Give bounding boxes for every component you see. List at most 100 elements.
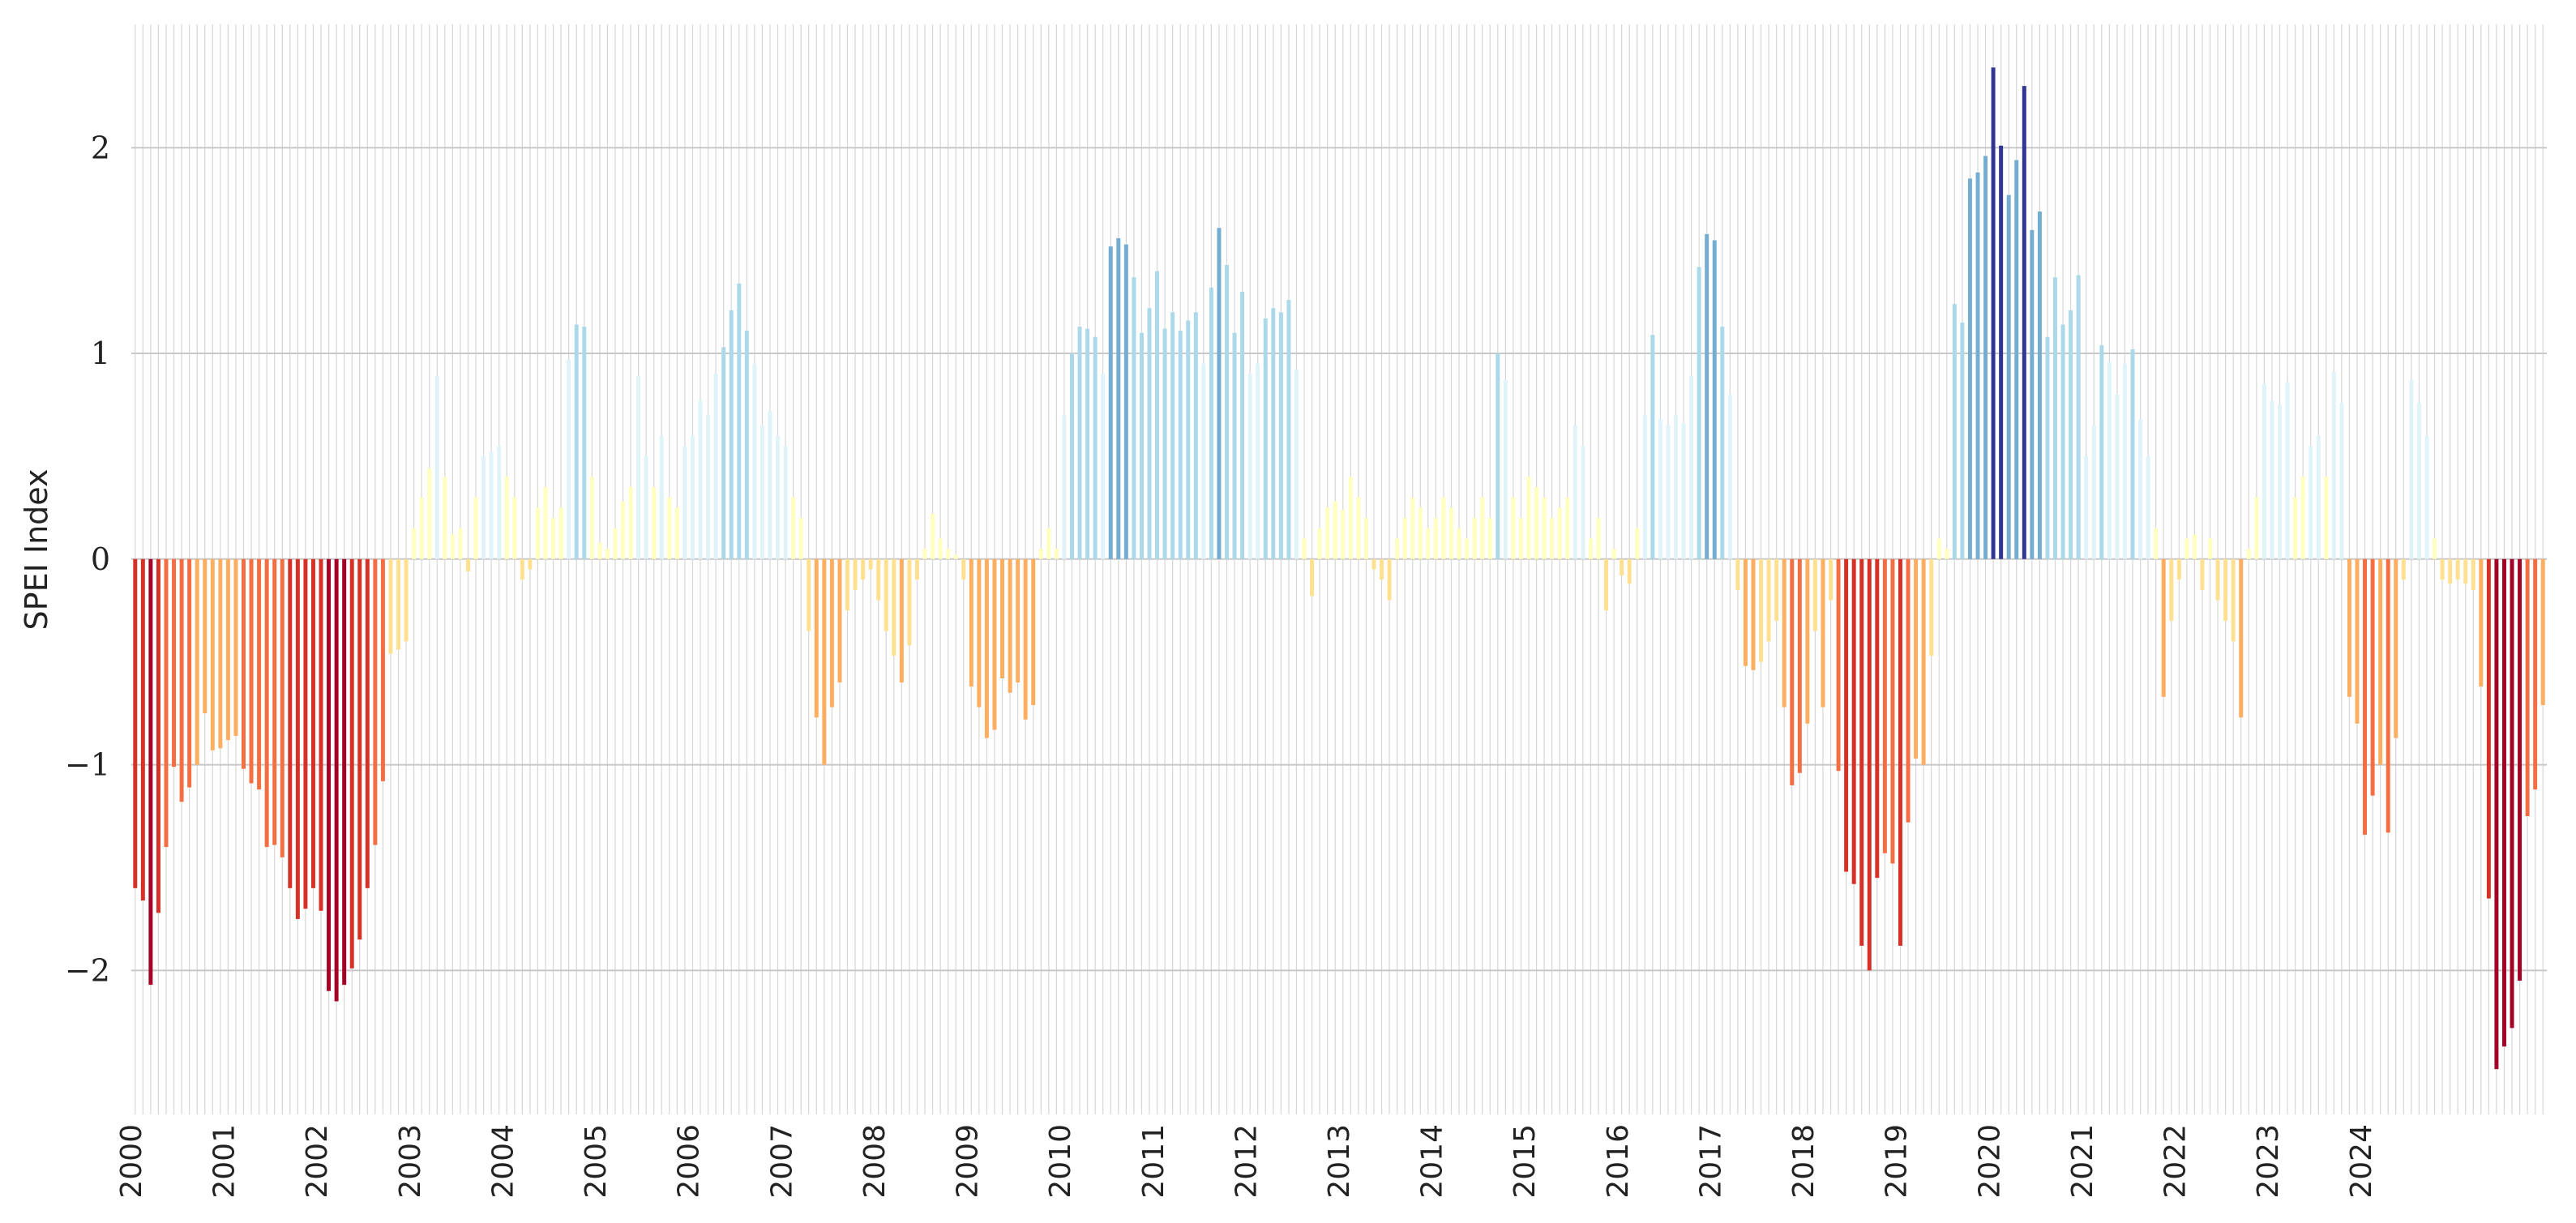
spei-bar [2014,160,2019,559]
spei-bar [1952,304,1957,559]
spei-bar [737,283,742,559]
spei-bar [2501,558,2506,1047]
spei-bar [2107,361,2112,559]
spei-bar [644,455,648,559]
spei-bar [1689,375,1694,559]
spei-bar [1496,353,1500,559]
gridlines [131,24,2547,1114]
spei-bar [1054,549,1059,559]
spei-bar [961,558,966,580]
spei-bar [2030,229,2035,559]
spei-bar [303,558,308,909]
spei-bar [1387,558,1392,601]
spei-bar [1573,425,1577,559]
spei-bar [1139,332,1144,559]
x-tick-label: 2022 [2159,1124,2193,1199]
spei-bar [984,558,989,738]
y-tick-label: −1 [65,747,110,783]
spei-bar [1697,267,1701,559]
spei-bar [1170,312,1175,559]
spei-bar [729,310,734,559]
spei-bar [1016,558,1021,683]
spei-bar [2510,558,2514,1028]
spei-bar [2463,558,2468,584]
spei-bar [1433,518,1438,559]
spei-bar [1031,558,1036,705]
spei-bar [868,558,873,570]
spei-bar [1611,549,1616,559]
spei-bar [2324,477,2329,559]
spei-bar [1247,374,1252,559]
spei-bar [574,324,579,559]
spei-bar [1790,558,1795,785]
spei-bar [1890,558,1895,864]
spei-bar [1766,558,1771,642]
spei-bar [1829,558,1833,601]
spei-bar [2448,558,2453,584]
spei-bar [1070,353,1074,559]
spei-bar [899,558,904,683]
y-tick-label: −2 [65,952,110,988]
x-tick-label: 2004 [486,1124,520,1199]
spei-bar [2455,558,2460,580]
spei-bar [195,558,199,765]
spei-bar [512,497,517,559]
y-tick-label: 0 [91,541,110,577]
spei-bar [2208,538,2213,559]
spei-bar [1620,558,1624,576]
spei-bar [2084,455,2089,559]
spei-bar [1240,291,1245,559]
spei-bar [1782,558,1787,708]
spei-bar [992,558,997,730]
spei-bar [1797,558,1802,773]
spei-bar [2300,477,2305,559]
x-tick-label: 2005 [580,1124,613,1199]
spei-bar [327,558,332,991]
spei-bar [2293,497,2298,559]
spei-bar [2331,371,2336,559]
spei-bar [2525,558,2530,817]
spei-bar [876,558,881,601]
spei-bar [713,374,718,559]
spei-bar [1278,312,1283,559]
spei-bar [1123,244,1128,559]
spei-bar [605,549,610,559]
spei-bar [497,446,502,559]
spei-bar [1851,558,1856,884]
spei-bar [2479,558,2484,687]
spei-bar [621,501,625,559]
spei-bar [2416,402,2421,559]
spei-bar [140,558,145,901]
spei-bar [1302,538,1307,559]
x-tick-label: 2002 [301,1124,334,1199]
spei-bar [1286,300,1291,559]
y-tick-label: 2 [91,130,110,165]
spei-bar [1333,501,1337,559]
spei-bar [2540,558,2545,705]
spei-bar [1271,308,1276,559]
spei-bar [2184,538,2189,559]
spei-bar [861,558,866,580]
x-tick-label: 2019 [1881,1124,1914,1199]
spei-bar [1449,507,1453,559]
spei-bar [2316,435,2321,559]
spei-bar [1666,425,1671,559]
spei-bar [1263,318,1268,559]
spei-bar [829,558,834,708]
spei-bar [1882,558,1887,853]
spei-bar [1294,370,1299,559]
spei-bar [1975,172,1980,559]
spei-bar [172,558,177,768]
spei-bar [473,497,478,559]
spei-bar [814,558,819,718]
x-tick-label: 2008 [858,1124,892,1199]
spei-bar [1534,486,1539,559]
spei-bar [1867,558,1872,971]
spei-bar [2471,558,2475,590]
x-tick-label: 2015 [1508,1124,1542,1199]
spei-bar [1480,497,1485,559]
spei-bar [953,554,958,559]
spei-bar [2394,558,2398,738]
spei-bar [659,435,664,559]
